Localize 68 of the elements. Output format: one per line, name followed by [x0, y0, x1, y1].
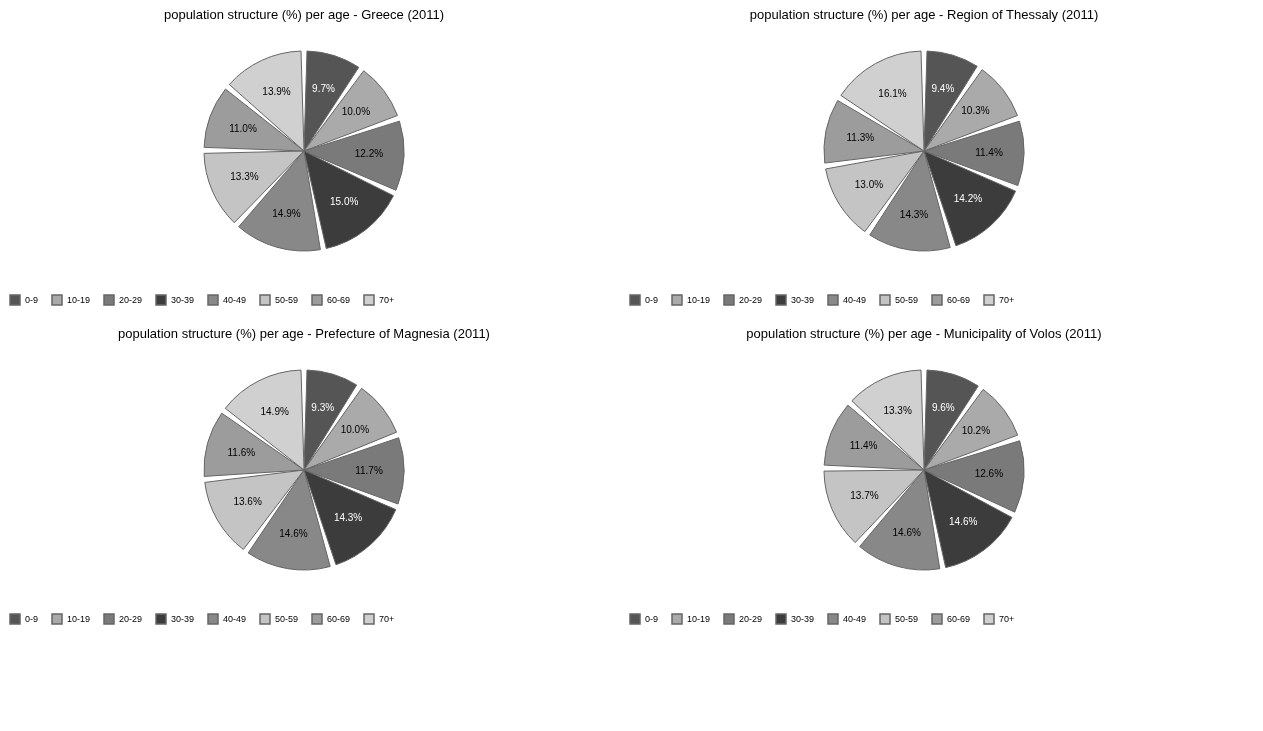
- legend-label: 30-39: [171, 614, 195, 624]
- legend-label: 70+: [379, 295, 395, 305]
- legend-label: 20-29: [739, 295, 763, 305]
- data-label: 10.3%: [961, 105, 990, 117]
- legend-label: 60-69: [327, 295, 351, 305]
- legend-label: 30-39: [171, 295, 195, 305]
- legend-label: 10-19: [67, 295, 91, 305]
- legend-label: 70+: [379, 614, 395, 624]
- legend-label: 60-69: [947, 295, 971, 305]
- data-label: 12.6%: [974, 468, 1004, 480]
- data-label: 14.6%: [279, 528, 308, 540]
- legend-label: 10-19: [687, 614, 711, 624]
- legend-label: 40-49: [223, 614, 247, 624]
- chart-title: population structure (%) per age - Prefecture of Magnesia (2011): [118, 326, 490, 341]
- data-label: 10.2%: [961, 424, 991, 436]
- legend-label: 40-49: [223, 295, 247, 305]
- legend-label: 50-59: [275, 295, 299, 305]
- legend-label: 60-69: [947, 614, 971, 624]
- data-label: 9.4%: [931, 82, 955, 94]
- legend-label: 70+: [999, 614, 1015, 624]
- data-label: 16.1%: [878, 88, 907, 100]
- chart-title: population structure (%) per age - Municipality of Volos (2011): [746, 326, 1102, 341]
- data-label: 15.0%: [329, 196, 359, 208]
- data-label: 10.0%: [341, 105, 371, 117]
- data-label: 9.3%: [311, 401, 335, 413]
- data-label: 11.4%: [975, 146, 1003, 158]
- legend-label: 0-9: [25, 614, 39, 624]
- chart-title: population structure (%) per age - Region of Thessaly (2011): [749, 7, 1099, 22]
- data-label: 11.0%: [229, 122, 257, 134]
- data-label: 13.7%: [850, 490, 879, 501]
- legend-label: 10-19: [67, 614, 91, 624]
- legend-label: 0-9: [645, 295, 659, 305]
- legend-label: 40-49: [843, 295, 867, 305]
- legend-label: 30-39: [791, 295, 815, 305]
- legend-label: 30-39: [791, 614, 815, 624]
- data-label: 11.3%: [846, 131, 875, 143]
- legend-label: 10-19: [687, 295, 711, 305]
- data-label: 14.9%: [272, 207, 301, 219]
- legend-label: 20-29: [119, 614, 143, 624]
- data-label: 9.6%: [931, 401, 955, 413]
- data-label: 12.2%: [354, 148, 384, 160]
- chart-title: population structure (%) per age - Greece (2011): [163, 7, 445, 22]
- legend-label: 0-9: [25, 295, 39, 305]
- data-label: 13.3%: [230, 171, 259, 182]
- legend-label: 60-69: [327, 614, 351, 624]
- data-label: 13.3%: [883, 404, 912, 416]
- legend-label: 0-9: [645, 614, 659, 624]
- data-label: 14.2%: [953, 192, 983, 204]
- legend-label: 20-29: [739, 614, 763, 624]
- data-label: 13.0%: [854, 179, 884, 191]
- data-label: 11.7%: [355, 464, 383, 476]
- data-label: 14.3%: [333, 511, 363, 523]
- data-label: 11.4%: [849, 440, 878, 452]
- data-label: 13.6%: [233, 496, 262, 508]
- data-label: 14.9%: [260, 405, 289, 417]
- data-label: 13.9%: [262, 86, 291, 98]
- legend-label: 40-49: [843, 614, 867, 624]
- legend-label: 20-29: [119, 295, 143, 305]
- legend-label: 50-59: [895, 614, 919, 624]
- data-label: 14.3%: [899, 209, 929, 221]
- data-label: 10.0%: [340, 423, 370, 435]
- legend-label: 70+: [999, 295, 1015, 305]
- data-label: 11.6%: [227, 446, 256, 458]
- legend-label: 50-59: [275, 614, 299, 624]
- data-label: 14.6%: [892, 526, 921, 538]
- legend-label: 50-59: [895, 295, 919, 305]
- data-label: 9.7%: [312, 82, 336, 94]
- data-label: 14.6%: [949, 515, 978, 527]
